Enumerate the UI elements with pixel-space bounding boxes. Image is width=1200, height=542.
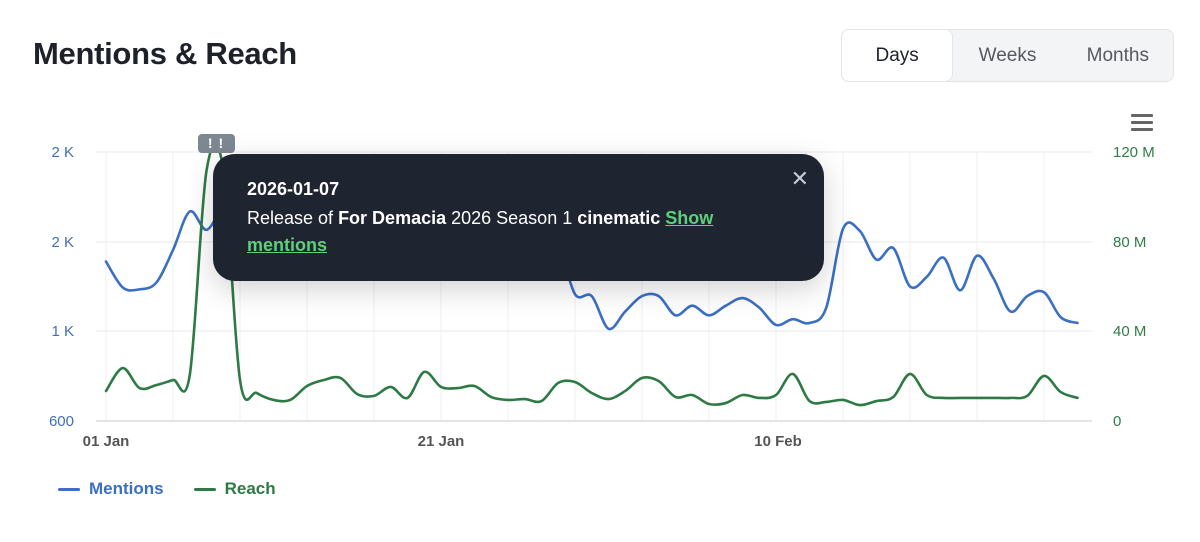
y-tick-right: 120 M bbox=[1113, 144, 1155, 161]
legend-item-reach[interactable]: Reach bbox=[193, 479, 276, 499]
y-tick-right: 80 M bbox=[1113, 234, 1147, 251]
event-flag[interactable]: !! bbox=[198, 134, 235, 153]
page-title: Mentions & Reach bbox=[33, 36, 297, 71]
legend-swatch-mentions bbox=[58, 487, 80, 491]
tooltip-date: 2026-01-07 bbox=[247, 179, 340, 199]
legend-item-mentions[interactable]: Mentions bbox=[58, 479, 164, 499]
y-tick-left: 2 K bbox=[51, 234, 74, 251]
legend-swatch-reach bbox=[193, 487, 216, 491]
x-tick: 10 Feb bbox=[754, 433, 802, 450]
tooltip-body: Release of For Demacia 2026 Season 1 cin… bbox=[247, 205, 747, 259]
y-tick-left: 1 K bbox=[51, 323, 74, 340]
x-tick: 21 Jan bbox=[417, 433, 465, 450]
y-tick-right: 40 M bbox=[1113, 323, 1147, 340]
tooltip-text: Release of bbox=[247, 208, 339, 228]
tooltip-text: 2026 Season 1 bbox=[446, 208, 578, 228]
range-segmented-control: Days Weeks Months bbox=[841, 29, 1174, 82]
y-tick-right: 0 bbox=[1113, 413, 1122, 430]
tooltip-text-bold: cinematic bbox=[577, 208, 661, 228]
x-tick: 01 Jan bbox=[82, 433, 130, 450]
y-tick-left: 2 K bbox=[51, 144, 74, 161]
show-mentions-link[interactable]: Show mentions bbox=[247, 208, 714, 255]
hamburger-menu-icon[interactable] bbox=[1131, 114, 1153, 132]
tab-weeks[interactable]: Weeks bbox=[952, 30, 1062, 81]
chart-legend: Mentions Reach bbox=[58, 479, 276, 499]
tooltip-text-bold: For Demacia bbox=[338, 208, 447, 228]
tab-months[interactable]: Months bbox=[1063, 30, 1173, 81]
tab-days[interactable]: Days bbox=[842, 30, 953, 81]
y-tick-left: 600 bbox=[48, 413, 74, 430]
close-icon[interactable]: ✕ bbox=[790, 166, 809, 191]
legend-label: Mentions bbox=[89, 479, 164, 498]
legend-label: Reach bbox=[224, 479, 276, 498]
event-tooltip: ✕ 2026-01-07 Release of For Demacia 2026… bbox=[213, 154, 824, 281]
